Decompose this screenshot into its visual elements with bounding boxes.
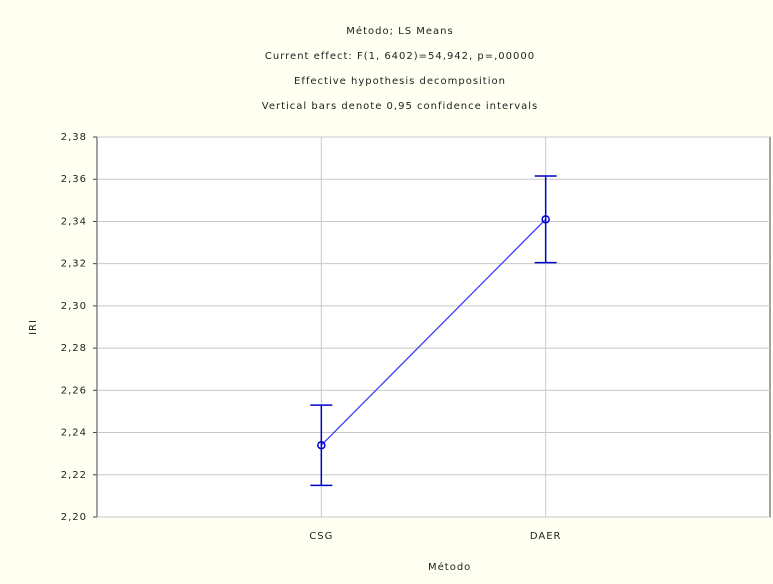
x-tick-label: DAER	[530, 531, 562, 542]
y-tick-label: 2,24	[61, 428, 87, 439]
y-tick-label: 2,26	[61, 385, 87, 396]
x-axis-label: Método	[428, 561, 471, 573]
y-tick-label: 2,28	[61, 343, 87, 354]
y-tick-label: 2,30	[61, 301, 87, 312]
y-tick-label: 2,36	[61, 174, 87, 185]
error-bar	[534, 175, 557, 264]
x-tick-label: CSG	[309, 531, 333, 542]
y-tick-label: 2,32	[61, 259, 87, 270]
marker	[317, 440, 326, 450]
chart-title: Método; LS Means	[346, 25, 453, 37]
chart-title: Current effect: F(1, 6402)=54,942, p=,00…	[265, 51, 535, 62]
chart-title: Effective hypothesis decomposition	[294, 76, 506, 87]
line	[320, 218, 547, 446]
y-tick-label: 2,38	[61, 132, 87, 143]
y-tick-label: 2,22	[61, 470, 87, 481]
plot-area	[96, 136, 771, 518]
y-tick-label: 2,34	[61, 216, 87, 227]
marker	[541, 215, 550, 224]
chart-title: Vertical bars denote 0,95 confidence int…	[262, 101, 539, 112]
error-bar	[310, 404, 333, 487]
y-axis-label: IRI	[28, 319, 39, 335]
y-tick-label: 2,20	[61, 512, 87, 523]
